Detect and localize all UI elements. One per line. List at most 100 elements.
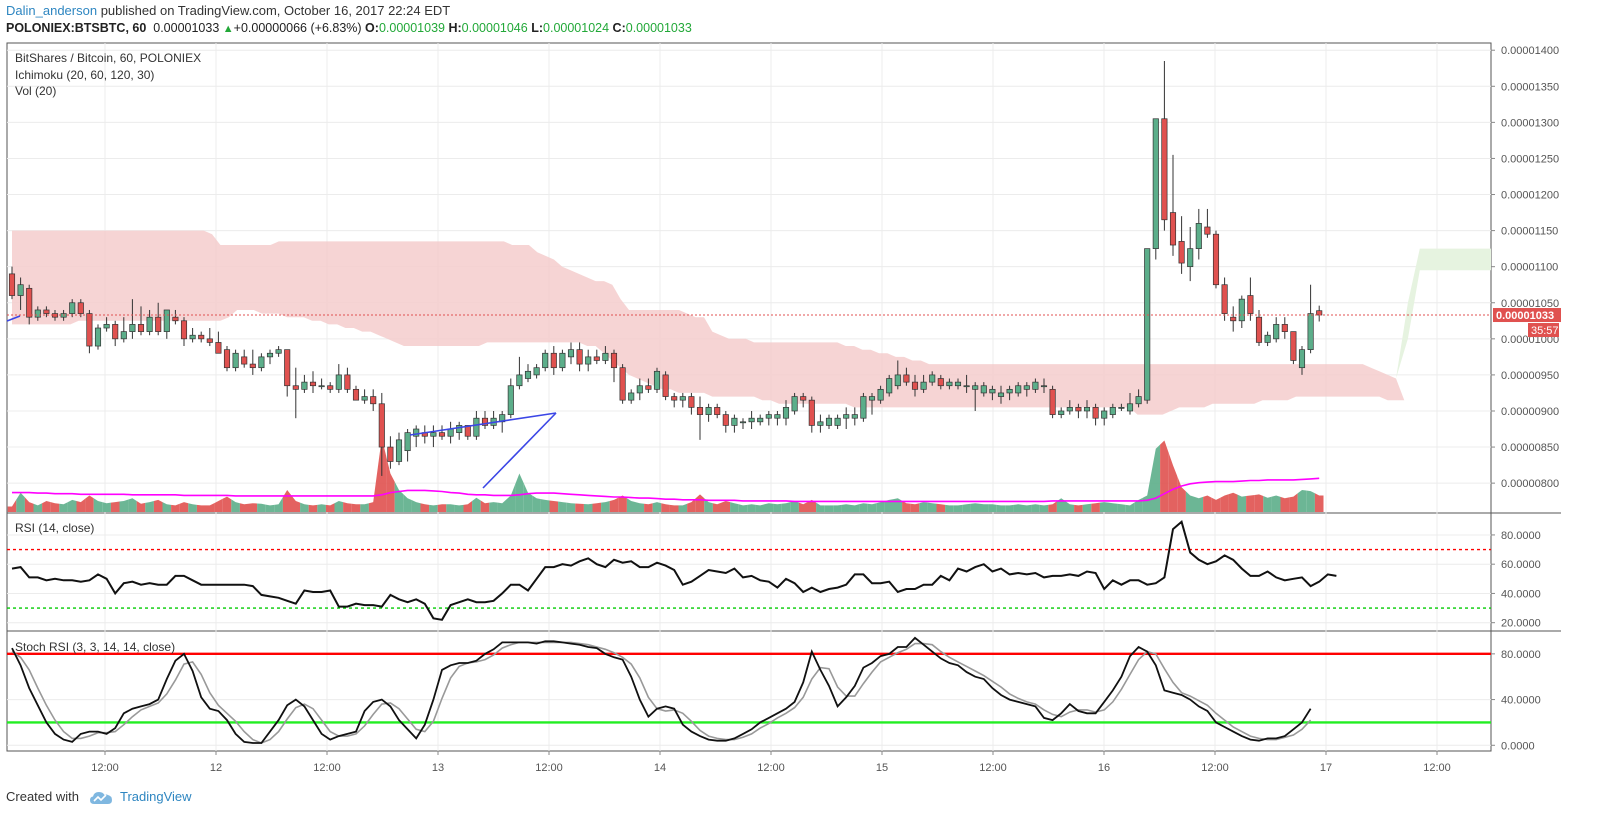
candle-body: [266, 352, 274, 358]
candle-body: [808, 399, 815, 426]
volume-bar: [489, 502, 498, 512]
volume-bar: [721, 501, 731, 512]
volume-bar: [919, 502, 928, 512]
candle-body: [1178, 241, 1185, 264]
price-tick-label: 0.00000900: [1501, 406, 1559, 418]
tradingview-link[interactable]: TradingView: [120, 789, 192, 804]
volume-bar: [274, 497, 283, 512]
candle-body: [309, 381, 317, 387]
candle-body: [911, 381, 919, 390]
candle-body: [456, 425, 463, 433]
price-tick-label: 0.00000950: [1501, 370, 1559, 382]
volume-bar: [33, 503, 43, 512]
candle-body: [129, 324, 136, 332]
x-tick-label: 16: [1098, 762, 1110, 774]
candle-body: [284, 349, 291, 387]
x-tick-label: 12:00: [91, 762, 119, 774]
rsi-title: RSI (14, close): [15, 521, 94, 535]
candle-body: [1066, 407, 1073, 412]
close-value: 0.00001033: [625, 21, 692, 35]
volume-bar: [644, 503, 653, 512]
candle-body: [249, 363, 256, 369]
indicator-label-ichimoku: Ichimoku (20, 60, 120, 30): [15, 68, 154, 82]
candle-body: [215, 342, 222, 354]
volume-bar: [446, 504, 455, 512]
volume-bar: [1237, 494, 1247, 512]
candle-body: [628, 392, 635, 401]
candle-body: [1221, 284, 1228, 314]
candle-body: [1307, 313, 1314, 351]
volume-bar: [1005, 504, 1014, 512]
author-link[interactable]: Dalin_anderson: [6, 3, 98, 18]
candle-body: [980, 385, 987, 394]
volume-bar: [386, 455, 395, 512]
candle-body: [1161, 118, 1168, 221]
candle-body: [619, 367, 626, 401]
volume-bar: [257, 503, 266, 512]
volume-bar: [798, 502, 808, 512]
volume-bar: [988, 504, 997, 512]
candle-body: [653, 370, 661, 390]
candle-body: [241, 356, 248, 365]
volume-bar: [1108, 502, 1118, 512]
ichimoku-cloud: [12, 230, 1405, 415]
candle-body: [1238, 298, 1245, 322]
candle-body: [189, 334, 196, 340]
volume-bar: [626, 498, 636, 512]
candle-body: [894, 374, 901, 387]
candle-body: [1298, 349, 1306, 369]
rsi-tick-label: 20.0000: [1501, 618, 1541, 630]
candle-body: [920, 381, 927, 390]
volume-bar: [1048, 501, 1057, 512]
volume-bar: [222, 496, 232, 512]
volume-bar: [506, 484, 516, 512]
candle-body: [69, 302, 76, 314]
candle-body: [1152, 118, 1159, 249]
candle-body: [1187, 248, 1194, 268]
volume-bar: [1117, 503, 1126, 512]
volume-bar: [850, 504, 860, 512]
stoch-d-line: [11, 641, 1312, 744]
volume-bar: [945, 504, 954, 512]
volume-bar: [351, 503, 361, 512]
volume-bar: [549, 500, 559, 512]
last-price-label: 0.00001033: [1496, 310, 1554, 322]
candle-body: [739, 421, 747, 424]
candle-body: [206, 338, 213, 343]
volume-bar: [661, 503, 670, 512]
candle-body: [843, 414, 850, 419]
candle-body: [860, 396, 867, 419]
chart-title: BitShares / Bitcoin, 60, POLONIEX: [15, 51, 201, 65]
candle-body: [413, 428, 420, 437]
candle-body: [1092, 407, 1099, 419]
x-tick-label: 17: [1320, 762, 1332, 774]
volume-bar: [188, 503, 197, 512]
volume-bar: [601, 501, 610, 512]
volume-bar: [1074, 504, 1083, 512]
volume-bar: [1194, 496, 1204, 512]
volume-bar: [196, 504, 206, 512]
x-tick-label: 12:00: [1201, 762, 1229, 774]
x-tick-label: 12:00: [757, 762, 785, 774]
candle-body: [172, 316, 179, 322]
volume-bar: [764, 503, 774, 512]
candle-body: [137, 324, 145, 332]
price-tick-label: 0.00001250: [1501, 153, 1559, 165]
volume-bar: [437, 504, 447, 512]
volume-bar: [1125, 502, 1135, 512]
volume-bar: [592, 502, 602, 512]
volume-bar: [76, 498, 86, 512]
volume-bar: [841, 504, 851, 512]
volume-bar: [781, 502, 791, 512]
candle-body: [585, 356, 592, 365]
candle-body: [146, 316, 153, 332]
candle-body: [395, 439, 403, 462]
volume-bar: [687, 498, 696, 512]
candle-body: [1040, 385, 1048, 388]
candle-body: [180, 320, 188, 340]
candle-body: [43, 309, 50, 314]
candle-body: [1015, 385, 1022, 394]
volume-bar: [1091, 502, 1100, 512]
candle-body: [430, 432, 437, 437]
